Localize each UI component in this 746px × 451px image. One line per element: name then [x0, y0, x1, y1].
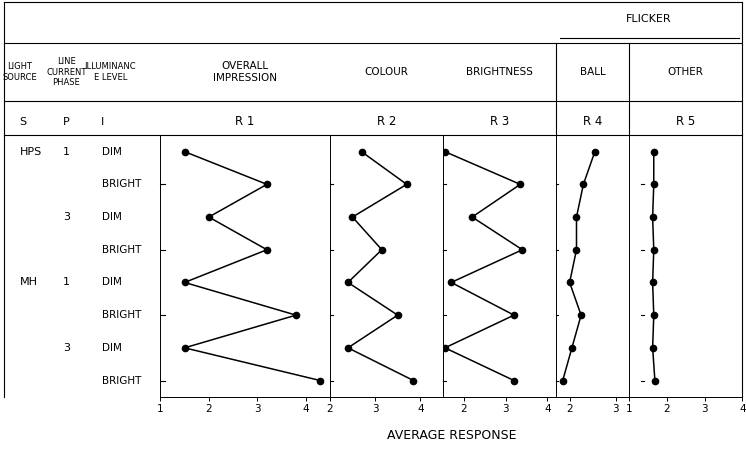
Text: I: I — [101, 117, 104, 127]
Text: BRIGHT: BRIGHT — [102, 245, 142, 255]
Text: BRIGHT: BRIGHT — [102, 310, 142, 320]
Text: ILLUMINANC
E LEVEL: ILLUMINANC E LEVEL — [84, 62, 136, 82]
Text: R 1: R 1 — [236, 115, 255, 128]
Text: DIM: DIM — [102, 147, 122, 156]
Text: BRIGHT: BRIGHT — [102, 376, 142, 386]
Text: FLICKER: FLICKER — [626, 14, 672, 24]
Text: R 5: R 5 — [676, 115, 695, 128]
Text: OVERALL
IMPRESSION: OVERALL IMPRESSION — [213, 61, 277, 83]
Text: COLOUR: COLOUR — [365, 67, 408, 77]
Text: 3: 3 — [63, 212, 70, 222]
Text: S: S — [19, 117, 27, 127]
Text: R 2: R 2 — [377, 115, 396, 128]
Text: DIM: DIM — [102, 343, 122, 353]
Text: BRIGHT: BRIGHT — [102, 179, 142, 189]
Text: HPS: HPS — [19, 147, 42, 156]
Text: 1: 1 — [63, 147, 70, 156]
Text: R 3: R 3 — [489, 115, 509, 128]
Text: LIGHT
SOURCE: LIGHT SOURCE — [2, 62, 37, 82]
Text: 1: 1 — [63, 277, 70, 287]
Text: MH: MH — [19, 277, 37, 287]
Text: DIM: DIM — [102, 212, 122, 222]
Text: OTHER: OTHER — [668, 67, 703, 77]
Text: DIM: DIM — [102, 277, 122, 287]
Text: P: P — [63, 117, 70, 127]
Text: BALL: BALL — [580, 67, 606, 77]
Text: AVERAGE RESPONSE: AVERAGE RESPONSE — [386, 429, 516, 442]
Text: 3: 3 — [63, 343, 70, 353]
Text: LINE
CURRENT
PHASE: LINE CURRENT PHASE — [46, 57, 87, 87]
Text: BRIGHTNESS: BRIGHTNESS — [466, 67, 533, 77]
Text: R 4: R 4 — [583, 115, 602, 128]
